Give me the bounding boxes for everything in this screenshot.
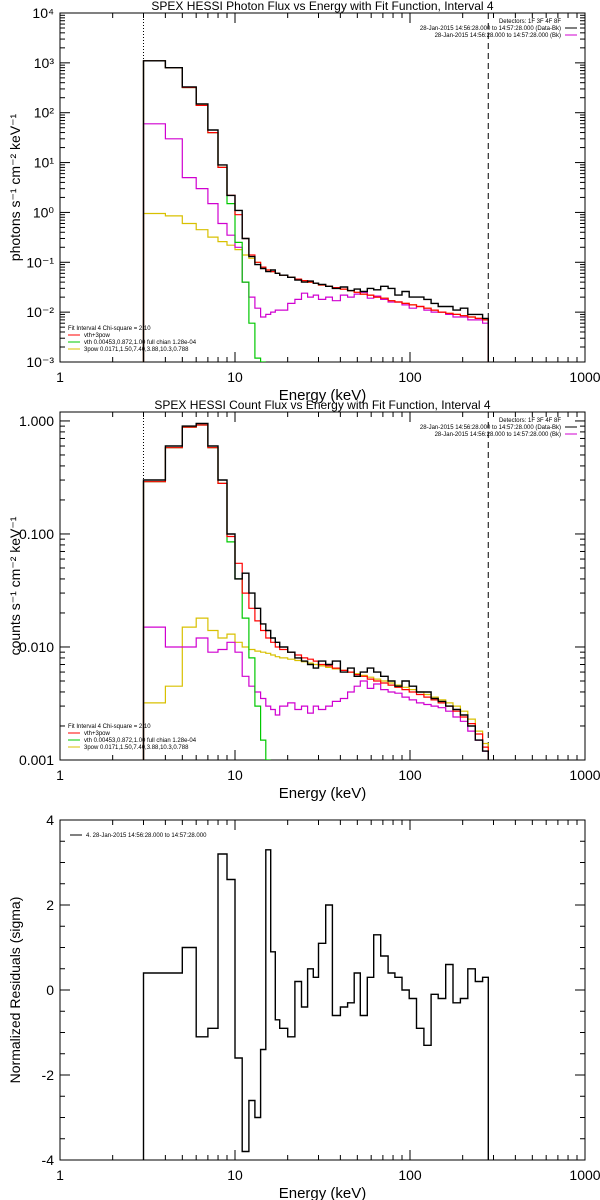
- x-axis-label: Energy (keV): [279, 387, 367, 404]
- legend-entry: vth+3pow: [84, 731, 111, 737]
- y-tick-label: 10⁰: [33, 204, 55, 220]
- y-tick-label: 10⁻³: [26, 354, 54, 370]
- fit-info: Fit Interval 4 Chi-square = 2.10: [68, 326, 151, 332]
- x-tick-label: 1000: [569, 1167, 600, 1183]
- fit-info: Fit Interval 4 Chi-square = 2.10: [68, 724, 151, 730]
- x-tick-label: 1: [56, 369, 64, 385]
- y-tick-label: 2: [46, 897, 54, 913]
- series-data: [142, 60, 489, 362]
- x-tick-label: 1: [56, 767, 64, 783]
- legend-entry: 4. 28-Jan-2015 14:56:28.000 to 14:57:28.…: [86, 833, 207, 839]
- x-axis-label: Energy (keV): [279, 785, 367, 802]
- series-total: [142, 424, 489, 760]
- y-tick-label: 10¹: [34, 155, 55, 171]
- legend-entry: 28-Jan-2015 14:56:28.000 to 14:57:28.000…: [435, 432, 561, 438]
- legend-entry: vth 0.00453,0.872,1.00 full chian 1.28e-…: [84, 340, 197, 346]
- y-axis-label: counts s⁻¹ cm⁻² keV⁻¹: [7, 516, 23, 655]
- plot-frame: [59, 819, 586, 1161]
- y-axis-label: photons s⁻¹ cm⁻² keV⁻¹: [7, 113, 23, 261]
- y-tick-label: 0.010: [19, 639, 54, 655]
- series-background: [142, 626, 489, 760]
- y-tick-label: -4: [42, 1152, 55, 1168]
- y-tick-label: 10⁻²: [26, 304, 54, 320]
- x-tick-label: 1000: [569, 767, 600, 783]
- x-tick-label: 10: [227, 767, 243, 783]
- y-tick-label: 10³: [34, 55, 55, 71]
- series-data: [142, 849, 489, 1160]
- chart-title: SPEX HESSI Photon Flux vs Energy with Fi…: [151, 0, 493, 13]
- x-tick-label: 100: [398, 1167, 422, 1183]
- legend-entry: vth+3pow: [84, 333, 111, 339]
- x-tick-label: 1000: [569, 369, 600, 385]
- y-tick-label: 0: [46, 982, 54, 998]
- y-tick-label: -2: [42, 1067, 55, 1083]
- legend-entry: 3pow 0.0171,1.50,7.40,3.88,10.3,0.788: [84, 745, 189, 751]
- legend-entry: Detectors: 1F 3F 4F 8F: [499, 418, 561, 424]
- y-tick-label: 0.100: [19, 526, 54, 542]
- legend-entry: vth 0.00453,0.872,1.00 full chian 1.28e-…: [84, 738, 197, 744]
- plot-frame: [59, 12, 586, 363]
- y-tick-label: 4: [46, 812, 54, 828]
- legend-entry: Detectors: 1F 3F 4F 8F: [499, 19, 561, 25]
- series-total: [142, 60, 489, 362]
- x-tick-label: 10: [227, 1167, 243, 1183]
- y-tick-label: 10⁻¹: [26, 254, 54, 270]
- chart-title: SPEX HESSI Count Flux vs Energy with Fit…: [154, 398, 490, 412]
- x-tick-label: 1: [56, 1167, 64, 1183]
- x-axis-label: Energy (keV): [279, 1185, 367, 1200]
- x-tick-label: 100: [398, 767, 422, 783]
- y-tick-label: 0.001: [19, 752, 54, 768]
- y-tick-label: 10²: [34, 105, 55, 121]
- series-data: [142, 422, 489, 760]
- x-tick-label: 10: [227, 369, 243, 385]
- x-tick-label: 100: [398, 369, 422, 385]
- y-tick-label: 1.000: [19, 413, 54, 429]
- legend-entry: 28-Jan-2015 14:56:28.000 to 14:57:28.000…: [420, 26, 561, 32]
- legend-entry: 3pow 0.0171,1.50,7.40,3.88,10.3,0.788: [84, 347, 189, 353]
- legend-entry: 28-Jan-2015 14:56:28.000 to 14:57:28.000…: [435, 33, 561, 39]
- legend-entry: 28-Jan-2015 14:56:28.000 to 14:57:28.000…: [420, 425, 561, 431]
- series-powerlaw: [142, 617, 489, 760]
- plot-frame: [59, 411, 586, 761]
- y-tick-label: 10⁴: [32, 5, 54, 21]
- series-background: [142, 123, 489, 362]
- y-axis-label: Normalized Residuals (sigma): [7, 897, 23, 1084]
